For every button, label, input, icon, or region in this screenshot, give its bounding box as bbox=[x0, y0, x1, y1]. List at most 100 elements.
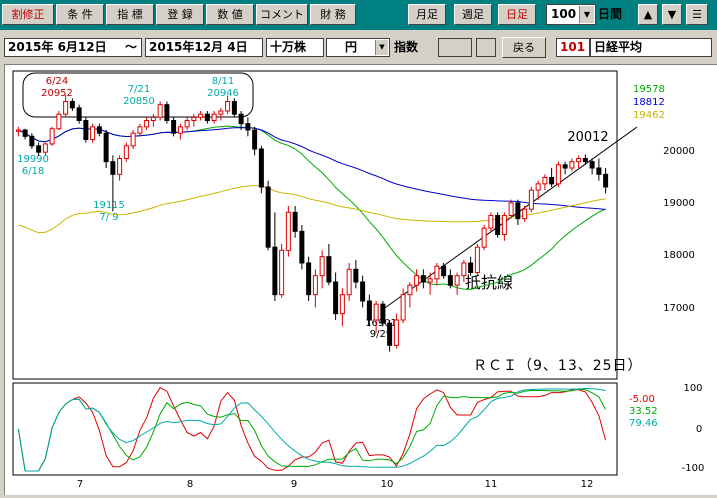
candle-body bbox=[542, 177, 548, 185]
month-label-12: 12 bbox=[581, 479, 594, 490]
highs-bubble bbox=[22, 72, 254, 118]
candle-body bbox=[528, 189, 534, 210]
candle-body bbox=[265, 186, 271, 248]
candle-body bbox=[76, 107, 82, 121]
low1-date: 6/18 bbox=[22, 166, 44, 177]
candle-body bbox=[333, 281, 339, 315]
indicators-button[interactable]: 指 標 bbox=[106, 4, 154, 25]
candle-body bbox=[231, 101, 237, 115]
candle-body bbox=[164, 104, 170, 122]
candle-body bbox=[90, 126, 96, 140]
candle-body bbox=[373, 303, 379, 321]
ma-value-green: 19578 bbox=[633, 84, 665, 95]
index-field-1[interactable] bbox=[438, 38, 472, 57]
candle-body bbox=[171, 120, 177, 134]
candle-body bbox=[488, 215, 494, 229]
finance-button[interactable]: 財 務 bbox=[310, 4, 356, 25]
candle-body bbox=[306, 262, 312, 296]
candle-body bbox=[360, 281, 366, 302]
candle-body bbox=[29, 135, 35, 147]
count-select[interactable]: 100 ▼ bbox=[546, 4, 596, 25]
high1-value: 20952 bbox=[41, 88, 73, 99]
candle-body bbox=[292, 211, 298, 232]
weekly-button[interactable]: 週足 bbox=[454, 4, 492, 25]
candle-body bbox=[103, 132, 109, 163]
date-range-separator: ～ bbox=[125, 40, 138, 54]
candle-body bbox=[387, 322, 393, 346]
candle-body bbox=[400, 294, 406, 321]
candle-body bbox=[123, 145, 129, 160]
rci-tick-minus100: -100 bbox=[682, 463, 705, 474]
candle-body bbox=[481, 227, 487, 248]
candle-body bbox=[299, 230, 305, 264]
rci-13-line bbox=[17, 388, 607, 472]
split-correction-button[interactable]: 割修正 bbox=[2, 4, 54, 25]
high3-date: 8/11 bbox=[212, 76, 234, 87]
candle-body bbox=[596, 167, 602, 175]
down-arrow-icon[interactable]: ▼ bbox=[662, 4, 682, 25]
candle-body bbox=[56, 113, 62, 130]
candle-body bbox=[258, 148, 264, 188]
candle-body bbox=[589, 161, 595, 169]
register-button[interactable]: 登 録 bbox=[156, 4, 204, 25]
candle-body bbox=[150, 116, 156, 121]
rci-lines bbox=[17, 387, 607, 472]
candle-body bbox=[204, 113, 210, 122]
candle-body bbox=[474, 246, 480, 274]
candle-body bbox=[272, 246, 278, 296]
price-tick-20000: 20000 bbox=[663, 146, 695, 157]
candle-body bbox=[245, 123, 251, 131]
back-button[interactable]: 戻る bbox=[502, 37, 546, 58]
currency-select[interactable]: 円 ▼ bbox=[326, 38, 390, 57]
candle-body bbox=[501, 215, 507, 235]
month-label-7: 7 bbox=[77, 479, 83, 490]
issue-name-field: 日経平均 bbox=[590, 38, 712, 57]
candle-body bbox=[130, 132, 136, 147]
toolbar: 割修正 条 件 指 標 登 録 数 値 コメント 財 務 月足 週足 日足 10… bbox=[0, 0, 717, 30]
candle-body bbox=[36, 145, 42, 153]
candle-body bbox=[576, 158, 582, 163]
candle-body bbox=[582, 158, 588, 163]
month-label-11: 11 bbox=[485, 479, 498, 490]
menu-icon[interactable]: ☰ bbox=[686, 4, 708, 25]
candle-body bbox=[225, 101, 231, 112]
low3-date: 9/29 bbox=[370, 329, 392, 340]
code-field[interactable]: 101 bbox=[556, 38, 590, 57]
index-field-2[interactable] bbox=[476, 38, 496, 57]
start-date-field[interactable]: 2015年 6月12日 bbox=[4, 38, 142, 57]
month-label-9: 9 bbox=[291, 479, 297, 490]
high3-value: 20946 bbox=[207, 88, 239, 99]
candle-body bbox=[495, 215, 501, 235]
rci-tick-0: 0 bbox=[696, 424, 702, 435]
candle-body bbox=[427, 278, 433, 283]
end-date-field[interactable]: 2015年12月 4日 bbox=[145, 38, 263, 57]
rci-25-line bbox=[17, 387, 606, 472]
up-arrow-icon[interactable]: ▲ bbox=[638, 4, 658, 25]
candle-body bbox=[407, 284, 413, 296]
price-panel bbox=[12, 70, 618, 380]
candle-body bbox=[285, 211, 291, 251]
ma-75-line bbox=[18, 127, 606, 210]
candle-body bbox=[508, 202, 514, 216]
rci-9-line bbox=[17, 387, 607, 472]
candle-body bbox=[110, 161, 116, 175]
candle-body bbox=[522, 208, 528, 220]
comment-button[interactable]: コメント bbox=[256, 4, 308, 25]
candle-body bbox=[555, 164, 561, 185]
monthly-button[interactable]: 月足 bbox=[408, 4, 446, 25]
candle-body bbox=[157, 104, 163, 118]
rci-title: ＲＣＩ（9、13、25日） bbox=[473, 358, 643, 374]
candle-body bbox=[312, 275, 318, 296]
candle-body bbox=[15, 129, 21, 132]
conditions-button[interactable]: 条 件 bbox=[56, 4, 104, 25]
month-label-10: 10 bbox=[381, 479, 394, 490]
values-button[interactable]: 数 値 bbox=[206, 4, 254, 25]
chevron-down-icon: ▼ bbox=[375, 40, 388, 55]
rci-value-cyan: 79.46 bbox=[629, 418, 658, 429]
candle-body bbox=[569, 161, 575, 169]
candle-body bbox=[353, 268, 359, 283]
ma-200-line bbox=[18, 184, 606, 234]
candle-body bbox=[144, 120, 150, 128]
daily-button[interactable]: 日足 bbox=[498, 4, 536, 25]
candle-body bbox=[319, 256, 325, 277]
